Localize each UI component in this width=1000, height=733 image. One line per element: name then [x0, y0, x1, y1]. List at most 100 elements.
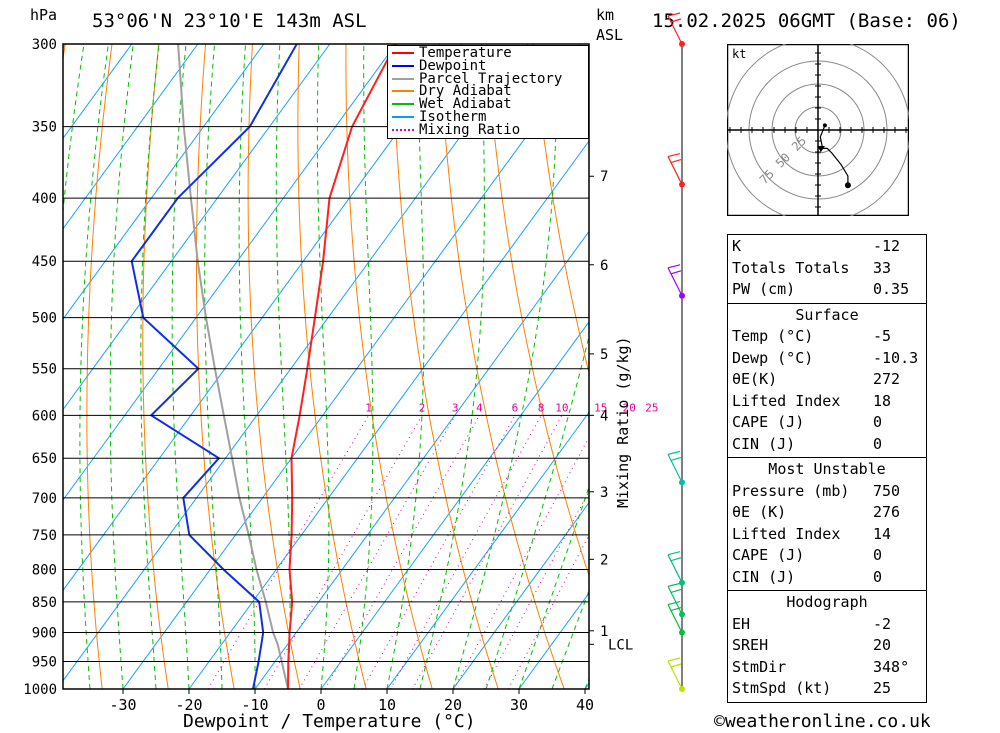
temperature-tick-label: -30 — [109, 696, 136, 714]
isotherm-line — [63, 44, 397, 501]
index-value: -5 — [873, 327, 892, 345]
index-label: Lifted Index — [732, 524, 841, 543]
mixing-ratio-axis-title: Mixing Ratio (g/kg) — [614, 336, 632, 508]
temperature-tick-label: 40 — [576, 696, 594, 714]
mixing-ratio-label: 20 — [623, 401, 636, 414]
temperature-tick-label: 30 — [510, 696, 528, 714]
index-row: CIN (J) 0 — [732, 434, 922, 456]
hpa-unit-label: hPa — [30, 6, 58, 24]
altitude-tick-label: 2 — [600, 552, 608, 568]
parcel-trajectory-line — [177, 44, 289, 689]
index-value: -2 — [873, 614, 892, 633]
altitude-tick-label: 1 — [600, 624, 608, 640]
mixing-ratio-line — [389, 415, 542, 689]
index-row: θE(K) 272 — [732, 369, 922, 391]
index-label: CAPE (J) — [732, 413, 805, 431]
temperature-tick-label: 10 — [378, 696, 396, 714]
index-value: 348° — [873, 657, 910, 676]
index-row: StmDir 348° — [732, 657, 922, 679]
mixing-ratio-line — [411, 415, 563, 689]
location-title: 53°06'N 23°10'E 143m ASL — [92, 10, 367, 32]
pressure-tick-label: 950 — [32, 655, 57, 671]
index-label: CIN (J) — [732, 567, 796, 586]
index-label: StmSpd (kt) — [732, 679, 832, 697]
copyright-footer: ©weatheronline.co.uk — [714, 711, 931, 732]
index-row: PW (cm) 0.35 — [732, 279, 922, 301]
pressure-tick-label: 350 — [32, 120, 57, 136]
altitude-tick-label: 5 — [600, 347, 608, 363]
index-row: EH -2 — [732, 614, 922, 636]
index-row: CAPE (J) 0 — [732, 412, 922, 434]
index-label: Pressure (mb) — [732, 481, 850, 500]
km-unit-label: km — [596, 6, 615, 24]
legend-item: Dry Adiabat — [392, 84, 512, 98]
altitude-tick-label: 4 — [600, 408, 608, 424]
index-value: 276 — [873, 503, 901, 521]
temperature-tick-label: -10 — [241, 696, 268, 714]
wind-barb — [667, 657, 683, 690]
index-row: Lifted Index 18 — [732, 391, 922, 413]
wet-adiabat-line — [353, 44, 374, 689]
dry-adiabat-line — [954, 44, 1000, 689]
storm-motion-marker — [817, 146, 825, 152]
isotherm-line — [63, 44, 463, 592]
temperature-tick-label: -20 — [175, 696, 202, 714]
index-row: K -12 — [732, 236, 922, 258]
index-label: θE(K) — [732, 370, 778, 388]
isotherm-line — [122, 49, 589, 689]
dry-adiabat-line — [86, 44, 113, 689]
index-label: EH — [732, 614, 751, 633]
index-value: 20 — [873, 636, 892, 654]
mixing-ratio-label: 10 — [555, 401, 568, 414]
dry-adiabat-line — [485, 44, 589, 578]
pressure-tick-label: 500 — [32, 311, 57, 327]
wind-barb — [667, 582, 683, 615]
plot-frame — [62, 43, 590, 690]
isotherm-line — [63, 44, 529, 682]
wind-barb — [667, 600, 683, 633]
datetime-title: 15.02.2025 06GMT (Base: 06) — [652, 10, 961, 32]
index-row: CAPE (J) 0 — [732, 545, 922, 567]
unstable-section-title: Most Unstable — [768, 460, 886, 478]
index-label: CIN (J) — [732, 434, 796, 453]
wet-adiabat-line — [419, 44, 485, 689]
legend-item: Mixing Ratio — [392, 123, 520, 137]
temperature-line — [287, 44, 397, 689]
index-label: θE (K) — [732, 503, 787, 521]
mixing-ratio-label: 3 — [452, 401, 459, 414]
wet-adiabat-line — [79, 44, 109, 689]
index-value: 0.35 — [873, 280, 910, 298]
isotherm-line — [320, 321, 589, 689]
wet-adiabat-line — [171, 44, 190, 689]
mixing-ratio-label: 1 — [365, 401, 372, 414]
index-value: 750 — [873, 481, 901, 500]
index-label: Lifted Index — [732, 391, 841, 410]
index-row: Totals Totals 33 — [732, 258, 922, 280]
legend-swatch — [392, 116, 414, 118]
index-label: SREH — [732, 636, 769, 654]
dry-adiabat-line — [532, 44, 589, 375]
index-row: Temp (°C) -5 — [732, 326, 922, 348]
pressure-tick-label: 400 — [32, 191, 57, 207]
index-value: 272 — [873, 370, 901, 388]
pressure-tick-label: 600 — [32, 408, 57, 424]
hodograph-unit-label: kt — [732, 47, 746, 61]
legend-swatch — [392, 103, 414, 106]
index-value: 0 — [873, 413, 883, 431]
asl-unit-label: ASL — [596, 26, 624, 44]
wind-barb — [667, 152, 683, 185]
wet-adiabat-line — [109, 44, 134, 689]
pressure-tick-label: 750 — [32, 528, 57, 544]
index-label: Temp (°C) — [732, 327, 814, 345]
index-row: CIN (J) 0 — [732, 567, 922, 589]
pressure-tick-label: 450 — [32, 254, 57, 270]
altitude-tick-label: LCL — [608, 637, 633, 653]
chart-legend: Temperature Dewpoint Parcel Trajectory Dry … — [387, 45, 589, 139]
temperature-tick-label: 0 — [316, 696, 325, 714]
index-row: Lifted Index 14 — [732, 524, 922, 546]
index-label: Totals Totals — [732, 258, 850, 277]
index-row: StmSpd (kt) 25 — [732, 678, 922, 700]
mixing-ratio-label: 25 — [645, 401, 658, 414]
index-value: 18 — [873, 391, 892, 410]
isotherm-line — [254, 230, 589, 689]
